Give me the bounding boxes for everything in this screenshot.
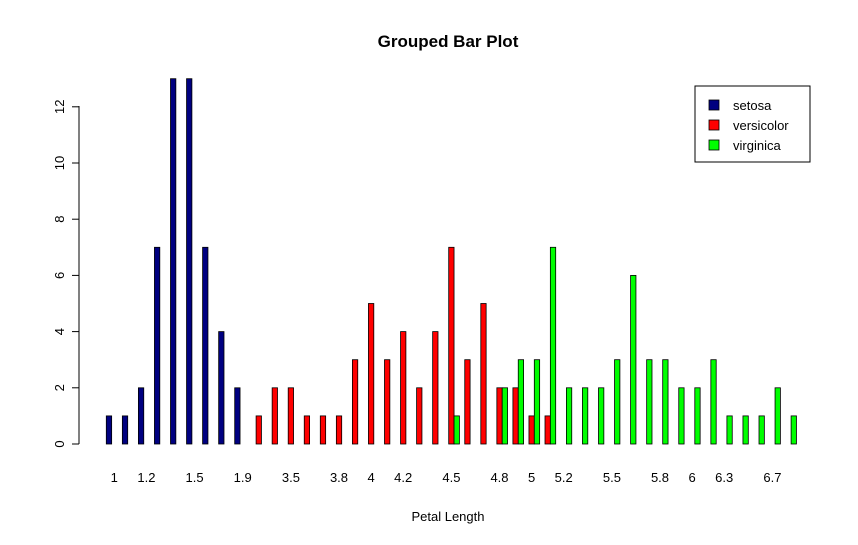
y-tick-label: 12 [52,100,67,114]
bar-versicolor-4_3 [416,387,423,445]
x-tick-label: 1 [111,470,118,485]
x-tick-label: 1.9 [234,470,252,485]
x-tick-label: 1.2 [137,470,155,485]
bar-virginica-6_4 [742,415,749,445]
bar-setosa-1_9 [234,387,241,445]
x-tick-label: 3.5 [282,470,300,485]
bar-virginica-6 [694,387,701,445]
bar-virginica-6_6 [758,415,765,445]
x-tick-label: 5 [528,470,535,485]
x-tick-label: 4.5 [442,470,460,485]
bar-versicolor-3_9 [351,359,359,445]
bar-versicolor-3_3 [271,387,278,445]
bar-setosa-1_2 [137,387,145,445]
legend-swatch-versicolor [708,119,720,131]
x-tick-label: 4 [367,470,374,485]
bar-versicolor-4_4 [432,331,439,445]
legend: setosa versicolor virginica [694,85,811,163]
bar-versicolor-3 [255,415,262,445]
bar-setosa-1_7 [218,331,225,445]
bar-versicolor-4 [368,303,375,445]
x-tick-labels: 1 1.2 1.5 1.9 3.5 3.8 4 4.2 4.5 4.8 5 5.2 5.5 5.8 6 6.3… [111,470,782,485]
bar-setosa-1_3 [154,246,161,445]
legend-swatch-virginica [708,139,720,151]
y-tick-label: 2 [52,384,67,391]
bar-virginica-6_3 [726,415,733,445]
bar-setosa-1_5 [186,78,193,445]
legend-swatch-setosa [708,99,720,111]
x-tick-label: 6 [688,470,695,485]
bar-setosa-1 [105,415,113,445]
y-tick-label: 0 [52,440,67,447]
x-tick-label: 4.2 [394,470,412,485]
bar-virginica-6_7 [774,387,781,445]
chart-title: Grouped Bar Plot [378,32,519,51]
bar-versicolor-4_9 [512,387,519,445]
x-tick-label: 5.2 [555,470,573,485]
bar-versicolor-5 [528,415,535,445]
y-tick-label: 6 [52,272,67,279]
bar-versicolor-5_1 [544,415,551,445]
bar-setosa-1_4 [170,78,177,445]
bar-virginica-5_1 [549,246,557,445]
bar-virginica-5_8 [662,359,669,445]
y-tick-label: 4 [52,328,67,335]
bar-versicolor-3_8 [335,415,343,445]
y-tick-label: 8 [52,216,67,223]
bar-setosa-1_1 [121,415,129,445]
x-axis-label: Petal Length [411,509,484,524]
bar-versicolor-4_7 [480,303,487,445]
bar-virginica-6_1 [710,359,717,445]
x-tick-label: 6.7 [763,470,781,485]
bar-versicolor-3_5 [287,387,294,445]
x-tick-label: 5.8 [651,470,669,485]
x-tick-label: 3.8 [330,470,348,485]
bar-virginica-4_9 [517,359,524,445]
bar-virginica-4_8 [501,387,508,445]
bar-versicolor-4_1 [384,359,391,445]
bar-virginica-5_4 [598,387,605,445]
bar-virginica-5_5 [614,359,621,445]
bar-setosa-1_6 [202,246,209,445]
bar-virginica-5_9 [678,387,685,445]
legend-label-versicolor: versicolor [733,118,789,133]
bar-versicolor-4_5 [448,246,455,445]
bar-versicolor-4_6 [464,359,471,445]
y-axis: 0 2 4 6 8 10 12 [52,100,80,448]
legend-label-setosa: setosa [733,98,772,113]
bars-group [105,78,797,445]
bar-virginica-5_7 [646,359,653,445]
y-tick-label: 10 [52,156,67,170]
bar-versicolor-4_2 [400,331,407,445]
bar-versicolor-3_7 [319,415,327,445]
bar-virginica-4_5 [453,415,460,445]
x-tick-label: 1.5 [186,470,204,485]
bar-versicolor-4_8 [496,387,503,445]
bar-virginica-5_2 [566,387,573,445]
legend-label-virginica: virginica [733,138,781,153]
bar-virginica-5 [533,359,541,445]
bar-virginica-5_6 [630,274,637,445]
x-tick-label: 4.8 [490,470,508,485]
bar-versicolor-3_6 [303,415,310,445]
x-tick-label: 6.3 [715,470,733,485]
bar-virginica-6_9 [790,415,797,445]
bar-virginica-5_3 [582,387,589,445]
x-tick-label: 5.5 [603,470,621,485]
